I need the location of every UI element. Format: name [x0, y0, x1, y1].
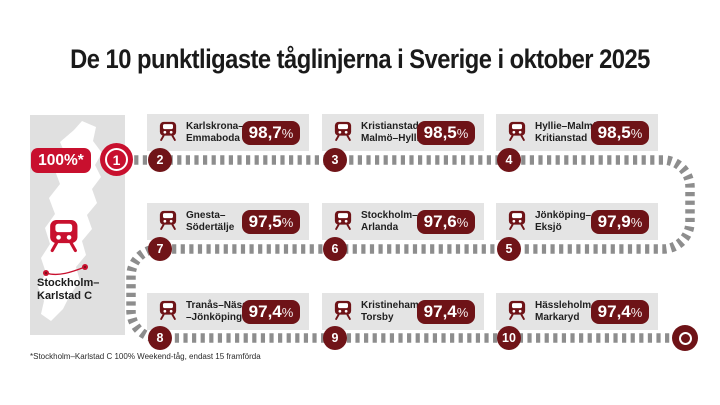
- percent-badge: 97,5%: [242, 209, 300, 234]
- train-icon: [158, 299, 178, 324]
- line-name: Hyllie–Malmö– Kritianstad: [535, 121, 605, 144]
- line-card-rank-6: Stockholm– Arlanda 97,6%: [322, 203, 484, 240]
- percent-badge: 98,5%: [417, 120, 475, 145]
- train-icon: [333, 299, 353, 324]
- line-card-rank-8: Tranås–Nässjö –Jönköping 97,4%: [147, 293, 309, 330]
- percent-badge: 97,4%: [417, 299, 475, 324]
- winner-line-name: Stockholm– Karlstad C: [37, 277, 100, 302]
- winner-percent-badge: 100%*: [31, 148, 91, 173]
- percent-badge: 97,9%: [591, 209, 649, 234]
- line-name: Kristianstad– Malmö–Hyllie: [361, 121, 425, 144]
- line-card-rank-4: Hyllie–Malmö– Kritianstad 98,5%: [496, 114, 658, 151]
- line-name: Kristinehamn– Torsby: [361, 300, 431, 323]
- line-name: Tranås–Nässjö –Jönköping: [186, 300, 257, 323]
- rank-6-marker: 6: [323, 237, 347, 261]
- percent-badge: 98,7%: [242, 120, 300, 145]
- line-name: Jönköping– Eksjö: [535, 210, 592, 233]
- footnote: *Stockholm–Karlstad C 100% Weekend-tåg, …: [30, 352, 261, 361]
- rank-2-marker: 2: [148, 148, 172, 172]
- rank-5-marker: 5: [497, 237, 521, 261]
- page-title: De 10 punktligaste tåglinjerna i Sverige…: [70, 44, 650, 74]
- line-card-rank-3: Kristianstad– Malmö–Hyllie 98,5%: [322, 114, 484, 151]
- train-icon: [507, 120, 527, 145]
- line-card-rank-10: Hässleholm– Markaryd 97,4%: [496, 293, 658, 330]
- line-card-rank-5: Jönköping– Eksjö 97,9%: [496, 203, 658, 240]
- percent-badge: 97,4%: [242, 299, 300, 324]
- train-icon: [507, 209, 527, 234]
- finish-ring-icon: [678, 331, 692, 345]
- percent-badge: 97,6%: [417, 209, 475, 234]
- percent-badge: 98,5%: [591, 120, 649, 145]
- finish-marker: [672, 325, 698, 351]
- train-icon: [333, 209, 353, 234]
- line-card-rank-9: Kristinehamn– Torsby 97,4%: [322, 293, 484, 330]
- line-name: Stockholm– Arlanda: [361, 210, 418, 233]
- train-icon: [507, 299, 527, 324]
- line-name: Karlskrona– Emmaboda: [186, 121, 244, 144]
- percent-badge: 97,4%: [591, 299, 649, 324]
- rank-7-marker: 7: [148, 237, 172, 261]
- line-name: Hässleholm– Markaryd: [535, 300, 597, 323]
- rank-1-marker: 1: [100, 143, 133, 176]
- rank-4-marker: 4: [497, 148, 521, 172]
- winner-train-icon: [50, 220, 78, 253]
- rank-9-marker: 9: [323, 326, 347, 350]
- train-icon: [158, 120, 178, 145]
- line-card-rank-2: Karlskrona– Emmaboda 98,7%: [147, 114, 309, 151]
- rank-3-marker: 3: [323, 148, 347, 172]
- line-card-rank-7: Gnesta– Södertälje 97,5%: [147, 203, 309, 240]
- winner-route-line: [43, 264, 88, 276]
- rank-10-marker: 10: [497, 326, 521, 350]
- line-name: Gnesta– Södertälje: [186, 210, 235, 233]
- train-icon: [158, 209, 178, 234]
- train-icon: [333, 120, 353, 145]
- rank-8-marker: 8: [148, 326, 172, 350]
